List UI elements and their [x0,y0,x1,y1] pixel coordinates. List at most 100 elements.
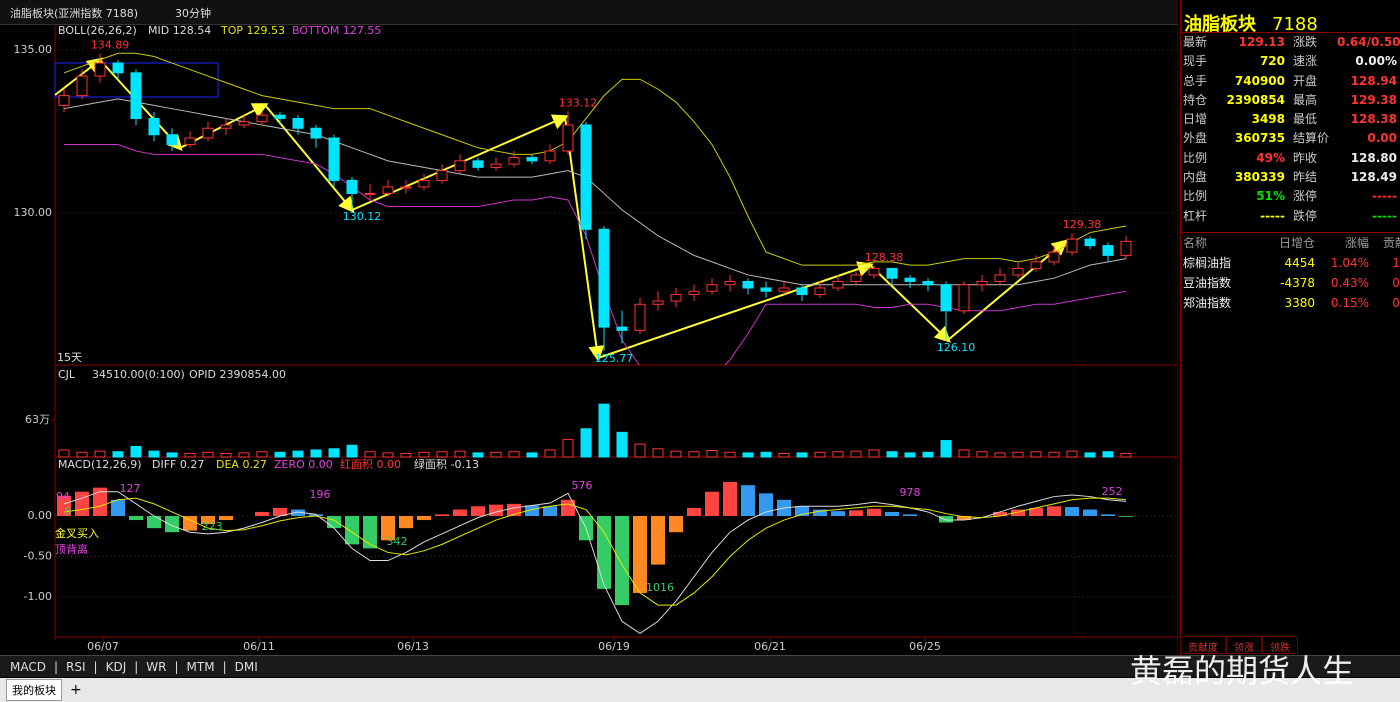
volume-bar [346,444,358,458]
macd-bar [75,491,89,516]
header-cell: 涨幅 [1344,235,1369,250]
label: 总手 [1183,73,1208,88]
value: 380339 [1234,170,1285,185]
cell: 1.04% [1330,255,1369,270]
volume-bar [976,451,988,458]
price-annotation: 129.38 [1063,218,1102,231]
label: 比例 [1183,150,1208,165]
indicator-tab[interactable]: MACD [10,659,46,674]
macd-annotation: 196 [310,488,331,501]
quote-panel: 油脂板块 7188 最新 129.13 涨跌 0.64/0.50% 现手 720 速涨 0.00… [1180,0,1400,655]
volume-bar [958,449,970,458]
table-row[interactable]: 豆油指数 -4378 0.43% 0.69 [1181,273,1400,293]
volume-bar [742,452,754,458]
indicator-tab[interactable]: KDJ [105,659,127,674]
indicator-tab[interactable]: DMI [234,659,258,674]
boll-top: TOP 129.53 [220,24,285,37]
table-row[interactable]: 棕榈油指 4454 1.04% 1.07 [1181,253,1400,273]
volume-bar [832,451,844,458]
candle-body [958,284,970,312]
quote-row: 比例 49% 昨收 128.80 [1181,149,1400,168]
macd-bar [57,495,71,516]
opid: OPID 2390854.00 [189,368,286,381]
value: 128.80 [1350,150,1397,165]
volume-bar [418,451,430,458]
period[interactable]: 30分钟 [175,6,211,20]
indicator-tab[interactable]: RSI [66,659,86,674]
macd-bar [939,516,953,523]
macd-annotation: 94 [56,490,70,503]
macd-bar [1047,506,1061,516]
volume-bar [940,440,952,458]
table-row[interactable]: 郑油指数 3380 0.15% 0.18 [1181,293,1400,313]
volume-bar [310,449,322,458]
volume-bar [796,452,808,458]
volume-bar [1012,451,1024,458]
volume-bar [634,443,646,458]
macd-bar [669,516,683,533]
y-tick-label: -0.50 [24,550,52,563]
volume-bar [544,449,556,458]
macd-bar [309,514,323,516]
x-tick-label: 06/11 [243,640,275,653]
macd-bar [381,516,395,541]
candle-body [94,62,106,77]
macd-name[interactable]: MACD(12,26,9) [58,458,142,471]
header-cell: 日增仓 [1278,235,1315,250]
watermark: 黄磊的期货人生 [1130,652,1355,690]
indicator[interactable]: BOLL(26,26,2) [58,24,137,37]
macd-bar [1083,509,1097,516]
label: 内盘 [1183,170,1208,185]
indicator-tab[interactable]: WR [146,659,167,674]
candle-body [526,157,538,162]
macd-bar [201,516,215,525]
candle-body [742,280,754,289]
header-cell: 名称 [1183,235,1208,250]
tab[interactable]: 我的板块 [6,679,62,701]
volume-bar [526,452,538,458]
candle-body [616,326,628,331]
quote-row: 持仓 2390854 最高 129.38 [1181,91,1400,110]
label: 杠杆 [1183,208,1208,223]
candle-body [184,137,196,146]
cell: 1.07 [1392,255,1400,270]
label: 速涨 [1293,54,1318,69]
x-tick-label: 06/13 [397,640,429,653]
candle-body [922,280,934,286]
component-table: 名称 日增仓 涨幅贡献度棕榈油指 4454 1.04% 1.07 豆油指数 -4378 0.43… [1181,231,1400,313]
macd-bar [543,506,557,516]
main-plot [58,52,1132,365]
volume-bar [994,452,1006,458]
candle-body [760,287,772,292]
macd-bar [219,516,233,521]
quote-row: 现手 720 速涨 0.00% [1181,52,1400,71]
macd-bar [453,509,467,516]
volume-bar [922,451,934,458]
value: 128.94 [1350,73,1397,88]
macd-annotation: 978 [900,486,921,499]
candle-body [832,280,844,289]
volume-bar [1120,452,1132,458]
boll-bottom: BOTTOM 127.55 [292,24,381,37]
macd-bar [1029,507,1043,516]
volume-bar [562,438,574,458]
indicator-tab[interactable]: MTM [186,659,215,674]
volume-bar [724,451,736,458]
volume-bar [166,452,178,458]
window-title: 油脂板块(亚洲指数 7188) [10,6,138,20]
macd-annotation: 223 [202,520,223,533]
side-tab[interactable]: 领涨 [1226,636,1262,654]
candle-body [1048,251,1060,263]
cell: 郑油指数 [1183,295,1232,310]
macd-bar [723,481,737,516]
side-tab[interactable]: 领跌 [1262,636,1298,654]
volume-name[interactable]: CJL [58,368,76,381]
macd-bar [327,516,341,529]
volume-bar [1084,452,1096,458]
candle-body [382,186,394,194]
volume-bar [886,451,898,458]
y-tick-label: 63万 [25,413,50,426]
side-tab[interactable]: 贡献度 [1180,636,1226,654]
tab-sep: | [134,659,139,674]
add-tab[interactable]: + [70,682,82,698]
